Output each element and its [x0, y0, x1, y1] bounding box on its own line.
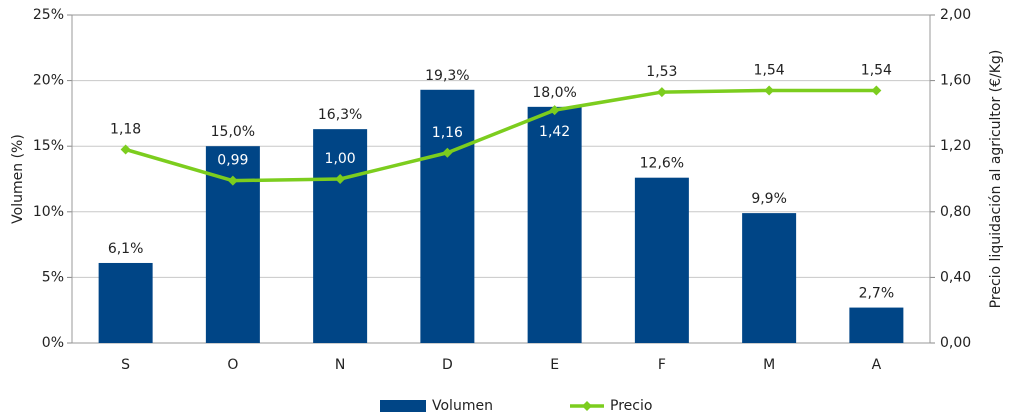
- line-marker: [656, 87, 667, 98]
- bar: [527, 106, 582, 343]
- line-marker: [227, 175, 238, 186]
- x-tick-label: M: [763, 357, 775, 373]
- y2-tick-label: 0,00: [940, 335, 971, 351]
- y2-tick-label: 1,20: [940, 138, 971, 154]
- x-tick-label: E: [550, 357, 559, 373]
- line: [125, 88, 877, 183]
- x-tick-label: N: [335, 357, 345, 373]
- line-label: 1,54: [861, 62, 892, 78]
- line-marker: [120, 144, 131, 155]
- bar-label: 9,9%: [751, 191, 787, 207]
- bar-label: 18,0%: [532, 85, 576, 101]
- plot-frame: [71, 14, 931, 344]
- bar-label: 15,0%: [211, 124, 255, 140]
- legend-label: Volumen: [432, 398, 493, 414]
- y-axis-label: Volumen (%): [10, 134, 26, 224]
- line-label: 0,99: [217, 153, 248, 169]
- line-label: 1,42: [539, 124, 570, 140]
- y2-tick-label: 1,60: [940, 73, 971, 89]
- bar: [313, 129, 368, 343]
- y-tick-label: 15%: [33, 138, 64, 154]
- x-tick-label: O: [227, 357, 238, 373]
- line-marker: [764, 85, 775, 96]
- x-tick-label: D: [442, 357, 453, 373]
- y2-tick-label: 2,00: [940, 7, 971, 23]
- bar: [634, 177, 689, 343]
- line-label: 1,54: [754, 62, 785, 78]
- y2-axis-label: Precio liquidación al agricultor (€/Kg): [988, 50, 1004, 309]
- bar-label: 19,3%: [425, 68, 469, 84]
- y-tick-label: 25%: [33, 7, 64, 23]
- line-marker: [549, 105, 560, 116]
- y-tick-label: 10%: [33, 204, 64, 220]
- y2-tick-label: 0,40: [940, 269, 971, 285]
- legend-swatch: [582, 401, 592, 411]
- bar-label: 12,6%: [640, 156, 684, 172]
- bar-label: 2,7%: [859, 286, 895, 302]
- y-tick-label: 0%: [42, 335, 64, 351]
- bar-label: 6,1%: [108, 241, 144, 257]
- y-tick-label: 5%: [42, 269, 64, 285]
- line-label: 1,16: [432, 125, 463, 141]
- x-tick-label: A: [872, 357, 882, 373]
- bar: [420, 89, 475, 343]
- line-marker: [442, 147, 453, 158]
- y2-tick-label: 0,80: [940, 204, 971, 220]
- bar: [742, 213, 797, 343]
- line-marker: [871, 85, 882, 96]
- line-marker: [335, 174, 346, 184]
- x-tick-label: S: [121, 357, 130, 373]
- bar: [98, 262, 153, 343]
- legend-label: Precio: [610, 398, 652, 414]
- y-tick-label: 20%: [33, 73, 64, 89]
- bar: [849, 307, 904, 343]
- line-label: 1,18: [110, 121, 141, 137]
- line-label: 1,00: [325, 151, 356, 167]
- line-label: 1,53: [646, 64, 677, 80]
- x-tick-label: F: [658, 357, 666, 373]
- legend-swatch: [380, 400, 426, 412]
- bar-label: 16,3%: [318, 107, 362, 123]
